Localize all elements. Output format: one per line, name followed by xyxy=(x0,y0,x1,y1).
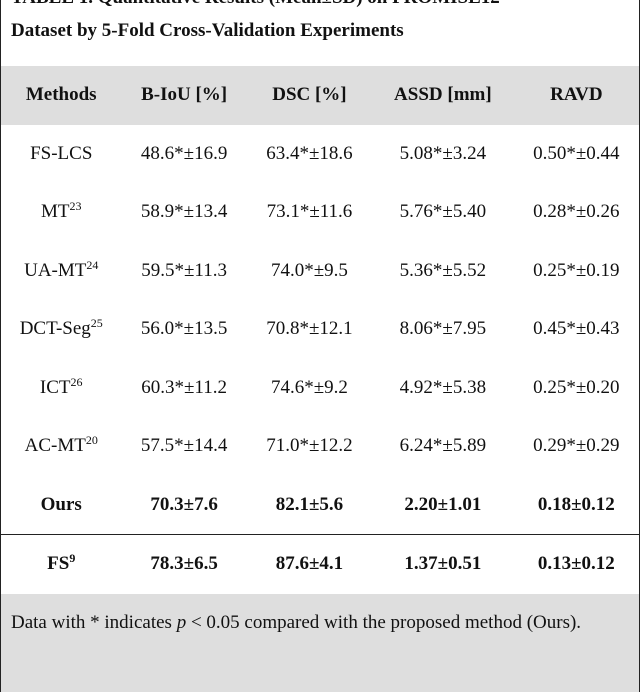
value-cell: 70.8*±12.1 xyxy=(266,318,353,340)
value-cell: 74.0*±9.5 xyxy=(270,259,348,281)
table-row: UA-MT24 59.5*±11.3 74.0*±9.5 5.36*±5.52 0.25… xyxy=(1,242,639,301)
value-cell: 0.29*±0.29 xyxy=(533,435,620,457)
value-cell: 57.5*±14.4 xyxy=(140,435,228,457)
method-cell: UA-MT24 xyxy=(1,242,121,301)
method-name: FS xyxy=(47,553,70,575)
value-cell: 74.6*±9.2 xyxy=(270,376,348,398)
method-cell: DCT-Seg25 xyxy=(1,300,121,359)
method-name: DCT-Seg xyxy=(19,318,91,340)
column-header: ASSD [mm] xyxy=(394,84,492,106)
value-cell: 0.28*±0.26 xyxy=(533,201,620,223)
note-text: < 0.05 compared with the proposed method… xyxy=(190,612,582,633)
table-row: DCT-Seg25 56.0*±13.5 70.8*±12.1 8.06*±7.95 0… xyxy=(1,300,639,359)
value-cell: 0.50*±0.44 xyxy=(533,142,620,164)
reference: 26 xyxy=(70,374,83,389)
value-cell: 71.0*±12.2 xyxy=(266,435,353,457)
method-cell: FS9 xyxy=(1,534,122,594)
method-cell: FS-LCS xyxy=(1,125,121,184)
method-cell: Ours xyxy=(1,476,121,535)
method-cell: AC-MT20 xyxy=(1,417,121,476)
value-cell: 6.24*±5.89 xyxy=(399,435,487,457)
value-cell: 0.45*±0.43 xyxy=(533,318,620,340)
reference: 24 xyxy=(86,257,99,272)
value-cell: 87.6±4.1 xyxy=(246,534,373,594)
column-header: B-IoU [%] xyxy=(141,84,228,106)
value-cell: 82.1±5.6 xyxy=(275,493,344,515)
value-cell: 4.92*±5.38 xyxy=(399,376,487,398)
note-italic: p xyxy=(176,612,187,633)
value-cell: 1.37±0.51 xyxy=(372,534,514,594)
column-header: RAVD xyxy=(550,84,603,106)
value-cell: 0.25*±0.19 xyxy=(533,259,620,281)
value-cell: 59.5*±11.3 xyxy=(141,259,227,281)
table-row: FS9 78.3±6.5 87.6±4.1 1.37±0.51 0.13±0.12 xyxy=(1,534,639,594)
value-cell: 0.18±0.12 xyxy=(537,493,615,515)
value-cell: 63.4*±18.6 xyxy=(266,142,353,164)
caption-line: TABLE 1. Quantitative Results (Mean±SD) … xyxy=(11,0,500,9)
value-cell: 5.36*±5.52 xyxy=(399,259,487,281)
value-cell: 60.3*±11.2 xyxy=(141,376,227,398)
value-cell: 58.9*±13.4 xyxy=(140,201,228,223)
value-cell: 70.3±7.6 xyxy=(150,493,218,515)
reference: 20 xyxy=(85,433,98,448)
value-cell: 48.6*±16.9 xyxy=(140,142,228,164)
reference: 9 xyxy=(69,551,76,566)
table-row: MT23 58.9*±13.4 73.1*±11.6 5.76*±5.40 0.28*±… xyxy=(1,183,639,242)
method-name: UA-MT xyxy=(24,259,87,281)
caption-line: Dataset by 5-Fold Cross-Validation Exper… xyxy=(11,20,404,41)
note-text: Data with * indicates xyxy=(11,612,172,633)
value-cell: 78.3±6.5 xyxy=(121,534,247,594)
method-cell: MT23 xyxy=(1,183,121,242)
value-cell: 56.0*±13.5 xyxy=(140,318,228,340)
value-cell: 5.08*±3.24 xyxy=(399,142,487,164)
table-row: Ours 70.3±7.6 82.1±5.6 2.20±1.01 0.18±0.12 xyxy=(1,476,639,535)
value-cell: 0.25*±0.20 xyxy=(533,376,620,398)
method-name: FS-LCS xyxy=(30,142,93,164)
column-header: DSC [%] xyxy=(272,84,347,106)
column-header: Methods xyxy=(25,84,97,106)
method-name: AC-MT xyxy=(24,435,86,457)
method-name: ICT xyxy=(39,376,71,398)
value-cell: 2.20±1.01 xyxy=(404,493,482,515)
table-row: AC-MT20 57.5*±14.4 71.0*±12.2 6.24*±5.89 0.2… xyxy=(1,417,639,476)
value-cell: 73.1*±11.6 xyxy=(266,201,353,223)
method-cell: ICT26 xyxy=(1,359,121,418)
table-row: ICT26 60.3*±11.2 74.6*±9.2 4.92*±5.38 0.25*±… xyxy=(1,359,639,418)
value-cell: 8.06*±7.95 xyxy=(399,318,487,340)
method-name: MT xyxy=(40,201,70,223)
table-row: FS-LCS 48.6*±16.9 63.4*±18.6 5.08*±3.24 0.50… xyxy=(1,125,639,184)
header-row: Methods B-IoU [%] DSC [%] ASSD [mm] RAVD xyxy=(1,66,639,125)
method-name: Ours xyxy=(40,493,82,515)
value-cell: 5.76*±5.40 xyxy=(399,201,487,223)
value-cell: 0.13±0.12 xyxy=(513,534,639,594)
table-note: Data with * indicates p < 0.05 compared … xyxy=(1,594,639,692)
reference: 23 xyxy=(69,199,82,214)
reference: 25 xyxy=(90,316,103,331)
results-table: Methods B-IoU [%] DSC [%] ASSD [mm] RAVD FS-… xyxy=(1,66,639,594)
